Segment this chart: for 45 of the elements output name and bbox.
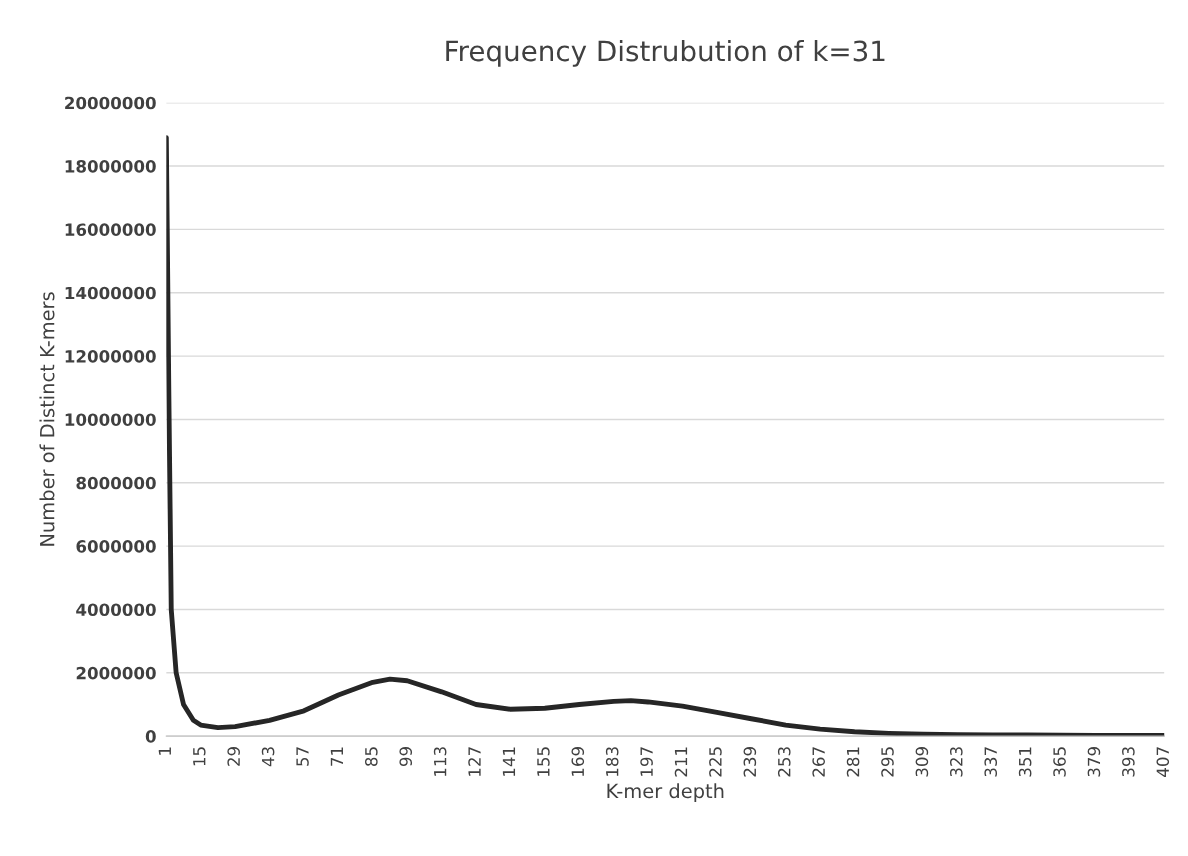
- y-tick-label: 10000000: [65, 413, 156, 427]
- x-tick-label: 127: [468, 747, 481, 776]
- y-tick-label: 14000000: [65, 286, 156, 300]
- x-tick-label: 337: [984, 747, 998, 777]
- x-tick-label: 379: [1087, 747, 1101, 777]
- x-tick-label: 351: [1018, 747, 1032, 777]
- y-tick-label: 16000000: [65, 223, 156, 236]
- x-tick-label: 99: [399, 747, 413, 767]
- x-tick-label: 169: [571, 747, 585, 776]
- y-tick-label: 12000000: [65, 350, 156, 363]
- x-tick-label: 253: [777, 747, 791, 777]
- x-tick-label: 211: [674, 747, 688, 777]
- x-tick-label: 43: [261, 747, 275, 767]
- y-tick-label: 2000000: [76, 666, 156, 680]
- x-tick-label: 225: [709, 747, 722, 777]
- x-tick-label: 155: [537, 747, 550, 776]
- y-axis-title: Number of Distinct K-mers: [39, 292, 55, 546]
- chart-title: Frequency Distrubution of k=31: [446, 39, 885, 67]
- x-axis-title: K-mer depth: [607, 783, 724, 803]
- x-tick-label: 29: [227, 747, 240, 766]
- x-tick-label: 183: [605, 747, 619, 776]
- x-tick-label: 281: [846, 747, 860, 777]
- x-tick-label: 85: [365, 747, 378, 766]
- x-tick-label: 71: [330, 747, 343, 766]
- y-tick-label: 0: [145, 730, 156, 743]
- x-tick-label: 365: [1053, 747, 1066, 777]
- x-tick-label: 295: [881, 747, 894, 777]
- y-tick-label: 8000000: [76, 476, 156, 490]
- x-tick-label: 267: [812, 747, 825, 777]
- x-tick-label: 15: [193, 747, 206, 766]
- y-tick-label: 18000000: [65, 160, 156, 173]
- x-tick-label: 141: [502, 747, 516, 776]
- x-tick-label: 239: [743, 747, 757, 777]
- x-tick-label: 407: [1156, 747, 1170, 777]
- y-tick-label: 6000000: [76, 540, 156, 553]
- x-tick-label: 113: [433, 747, 447, 776]
- x-tick-label: 323: [950, 747, 963, 777]
- y-tick-label: 4000000: [76, 603, 156, 617]
- line-series: [166, 135, 1165, 737]
- x-tick-label: 1: [158, 747, 171, 755]
- x-tick-label: 57: [296, 747, 309, 766]
- x-tick-label: 309: [915, 747, 929, 777]
- y-tick-label: 20000000: [65, 96, 156, 110]
- x-tick-label: 197: [640, 747, 653, 776]
- x-tick-label: 393: [1122, 747, 1135, 777]
